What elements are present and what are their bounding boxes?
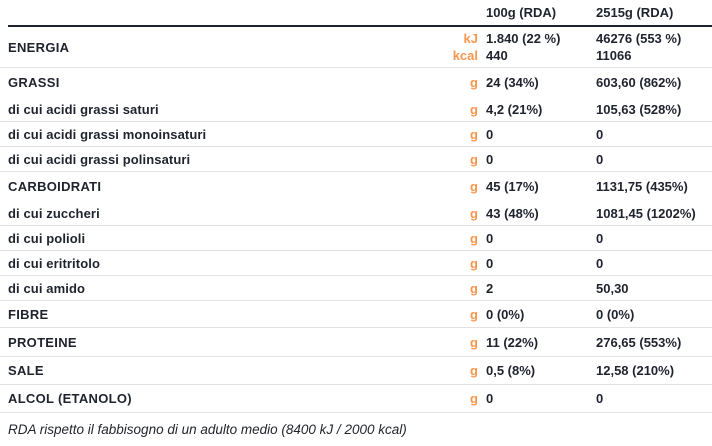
table-row: FIBRE g 0 (0%) 0 (0%) bbox=[0, 301, 712, 328]
value-2515g-kcal: 11066 bbox=[596, 48, 632, 63]
unit-label: g bbox=[470, 280, 478, 296]
value-2515g: 12,58 (210%) bbox=[596, 363, 675, 378]
nutrient-label: CARBOIDRATI bbox=[8, 179, 102, 194]
table-row: di cui acidi grassi monoinsaturi g 0 0 bbox=[0, 122, 712, 147]
unit-label: g bbox=[470, 101, 478, 117]
nutrient-label: di cui acidi grassi monoinsaturi bbox=[8, 126, 207, 142]
nutrient-label: ENERGIA bbox=[8, 39, 70, 55]
value-100g: 0 (0%) bbox=[486, 306, 525, 322]
column-header-100g: 100g (RDA) bbox=[486, 5, 557, 20]
value-2515g: 276,65 (553%) bbox=[596, 334, 682, 350]
table-row: di cui amido g 2 50,30 bbox=[0, 276, 712, 301]
unit-label: g bbox=[470, 75, 478, 90]
unit-label: g bbox=[470, 391, 478, 406]
value-100g: 0 bbox=[486, 126, 494, 142]
nutrient-label: di cui acidi grassi polinsaturi bbox=[8, 151, 191, 167]
table-row: CARBOIDRATI g 45 (17%) 1131,75 (435%) bbox=[0, 172, 712, 201]
value-100g-kcal: 440 bbox=[486, 48, 508, 63]
unit-label: g bbox=[470, 205, 478, 221]
value-2515g: 0 bbox=[596, 151, 604, 167]
column-header-2515g: 2515g (RDA) bbox=[596, 5, 674, 20]
nutrient-label: di cui acidi grassi saturi bbox=[8, 101, 159, 117]
value-100g: 43 (48%) bbox=[486, 205, 539, 221]
table-row: SALE g 0,5 (8%) 12,58 (210%) bbox=[0, 357, 712, 385]
table-row: di cui acidi grassi saturi g 4,2 (21%) 1… bbox=[0, 97, 712, 122]
table-row: di cui polioli g 0 0 bbox=[0, 226, 712, 251]
table-row: di cui acidi grassi polinsaturi g 0 0 bbox=[0, 147, 712, 172]
value-100g: 0 bbox=[486, 151, 494, 167]
nutrient-label: SALE bbox=[8, 363, 44, 378]
value-100g: 0 bbox=[486, 230, 494, 246]
value-2515g: 0 bbox=[596, 126, 604, 142]
value-2515g-kj: 46276 (553 %) bbox=[596, 31, 682, 46]
value-100g: 2 bbox=[486, 280, 494, 296]
value-2515g: 1131,75 (435%) bbox=[596, 179, 688, 194]
value-100g: 1.840 (22 %) 440 bbox=[486, 30, 596, 64]
value-2515g: 0 bbox=[596, 255, 604, 271]
nutrient-label: di cui eritritolo bbox=[8, 255, 100, 271]
value-2515g: 1081,45 (1202%) bbox=[596, 205, 696, 221]
unit-label: g bbox=[470, 151, 478, 167]
rda-footnote: RDA rispetto il fabbisogno di un adulto … bbox=[8, 422, 407, 437]
unit-label: kJ kcal bbox=[438, 30, 478, 64]
header-rule bbox=[8, 25, 712, 27]
unit-label: g bbox=[470, 363, 478, 378]
unit-label: g bbox=[470, 255, 478, 271]
value-2515g: 105,63 (528%) bbox=[596, 101, 682, 117]
row-energia: ENERGIA kJ kcal 1.840 (22 %) 440 46276 (… bbox=[0, 27, 712, 68]
nutrient-label: di cui amido bbox=[8, 280, 86, 296]
unit-label: g bbox=[470, 334, 478, 350]
value-2515g: 0 (0%) bbox=[596, 306, 635, 322]
unit-label: g bbox=[470, 179, 478, 194]
nutrient-label: ALCOL (ETANOLO) bbox=[8, 391, 132, 406]
nutrient-label: GRASSI bbox=[8, 75, 60, 90]
unit-label: g bbox=[470, 230, 478, 246]
table-header-row: 100g (RDA) 2515g (RDA) bbox=[0, 0, 712, 25]
value-2515g: 0 bbox=[596, 391, 604, 406]
table-row: di cui eritritolo g 0 0 bbox=[0, 251, 712, 276]
nutrient-label: PROTEINE bbox=[8, 334, 77, 350]
unit-kj: kJ bbox=[463, 31, 478, 46]
nutrient-label: di cui polioli bbox=[8, 230, 86, 246]
value-2515g: 603,60 (862%) bbox=[596, 75, 682, 90]
table-row: GRASSI g 24 (34%) 603,60 (862%) bbox=[0, 68, 712, 97]
value-100g: 0 bbox=[486, 255, 494, 271]
table-row: ALCOL (ETANOLO) g 0 0 bbox=[0, 385, 712, 413]
value-100g: 0,5 (8%) bbox=[486, 363, 536, 378]
nutrient-label: di cui zuccheri bbox=[8, 205, 100, 221]
unit-kcal: kcal bbox=[452, 48, 478, 63]
value-100g: 45 (17%) bbox=[486, 179, 539, 194]
value-100g: 24 (34%) bbox=[486, 75, 539, 90]
value-2515g: 46276 (553 %) 11066 bbox=[596, 30, 712, 64]
value-100g: 11 (22%) bbox=[486, 334, 539, 350]
value-100g: 0 bbox=[486, 391, 494, 406]
table-row: di cui zuccheri g 43 (48%) 1081,45 (1202… bbox=[0, 201, 712, 226]
value-2515g: 0 bbox=[596, 230, 604, 246]
value-100g: 4,2 (21%) bbox=[486, 101, 543, 117]
unit-label: g bbox=[470, 126, 478, 142]
table-row: PROTEINE g 11 (22%) 276,65 (553%) bbox=[0, 328, 712, 357]
nutrient-label: FIBRE bbox=[8, 306, 49, 322]
value-100g-kj: 1.840 (22 %) bbox=[486, 31, 561, 46]
value-2515g: 50,30 bbox=[596, 280, 629, 296]
unit-label: g bbox=[470, 306, 478, 322]
